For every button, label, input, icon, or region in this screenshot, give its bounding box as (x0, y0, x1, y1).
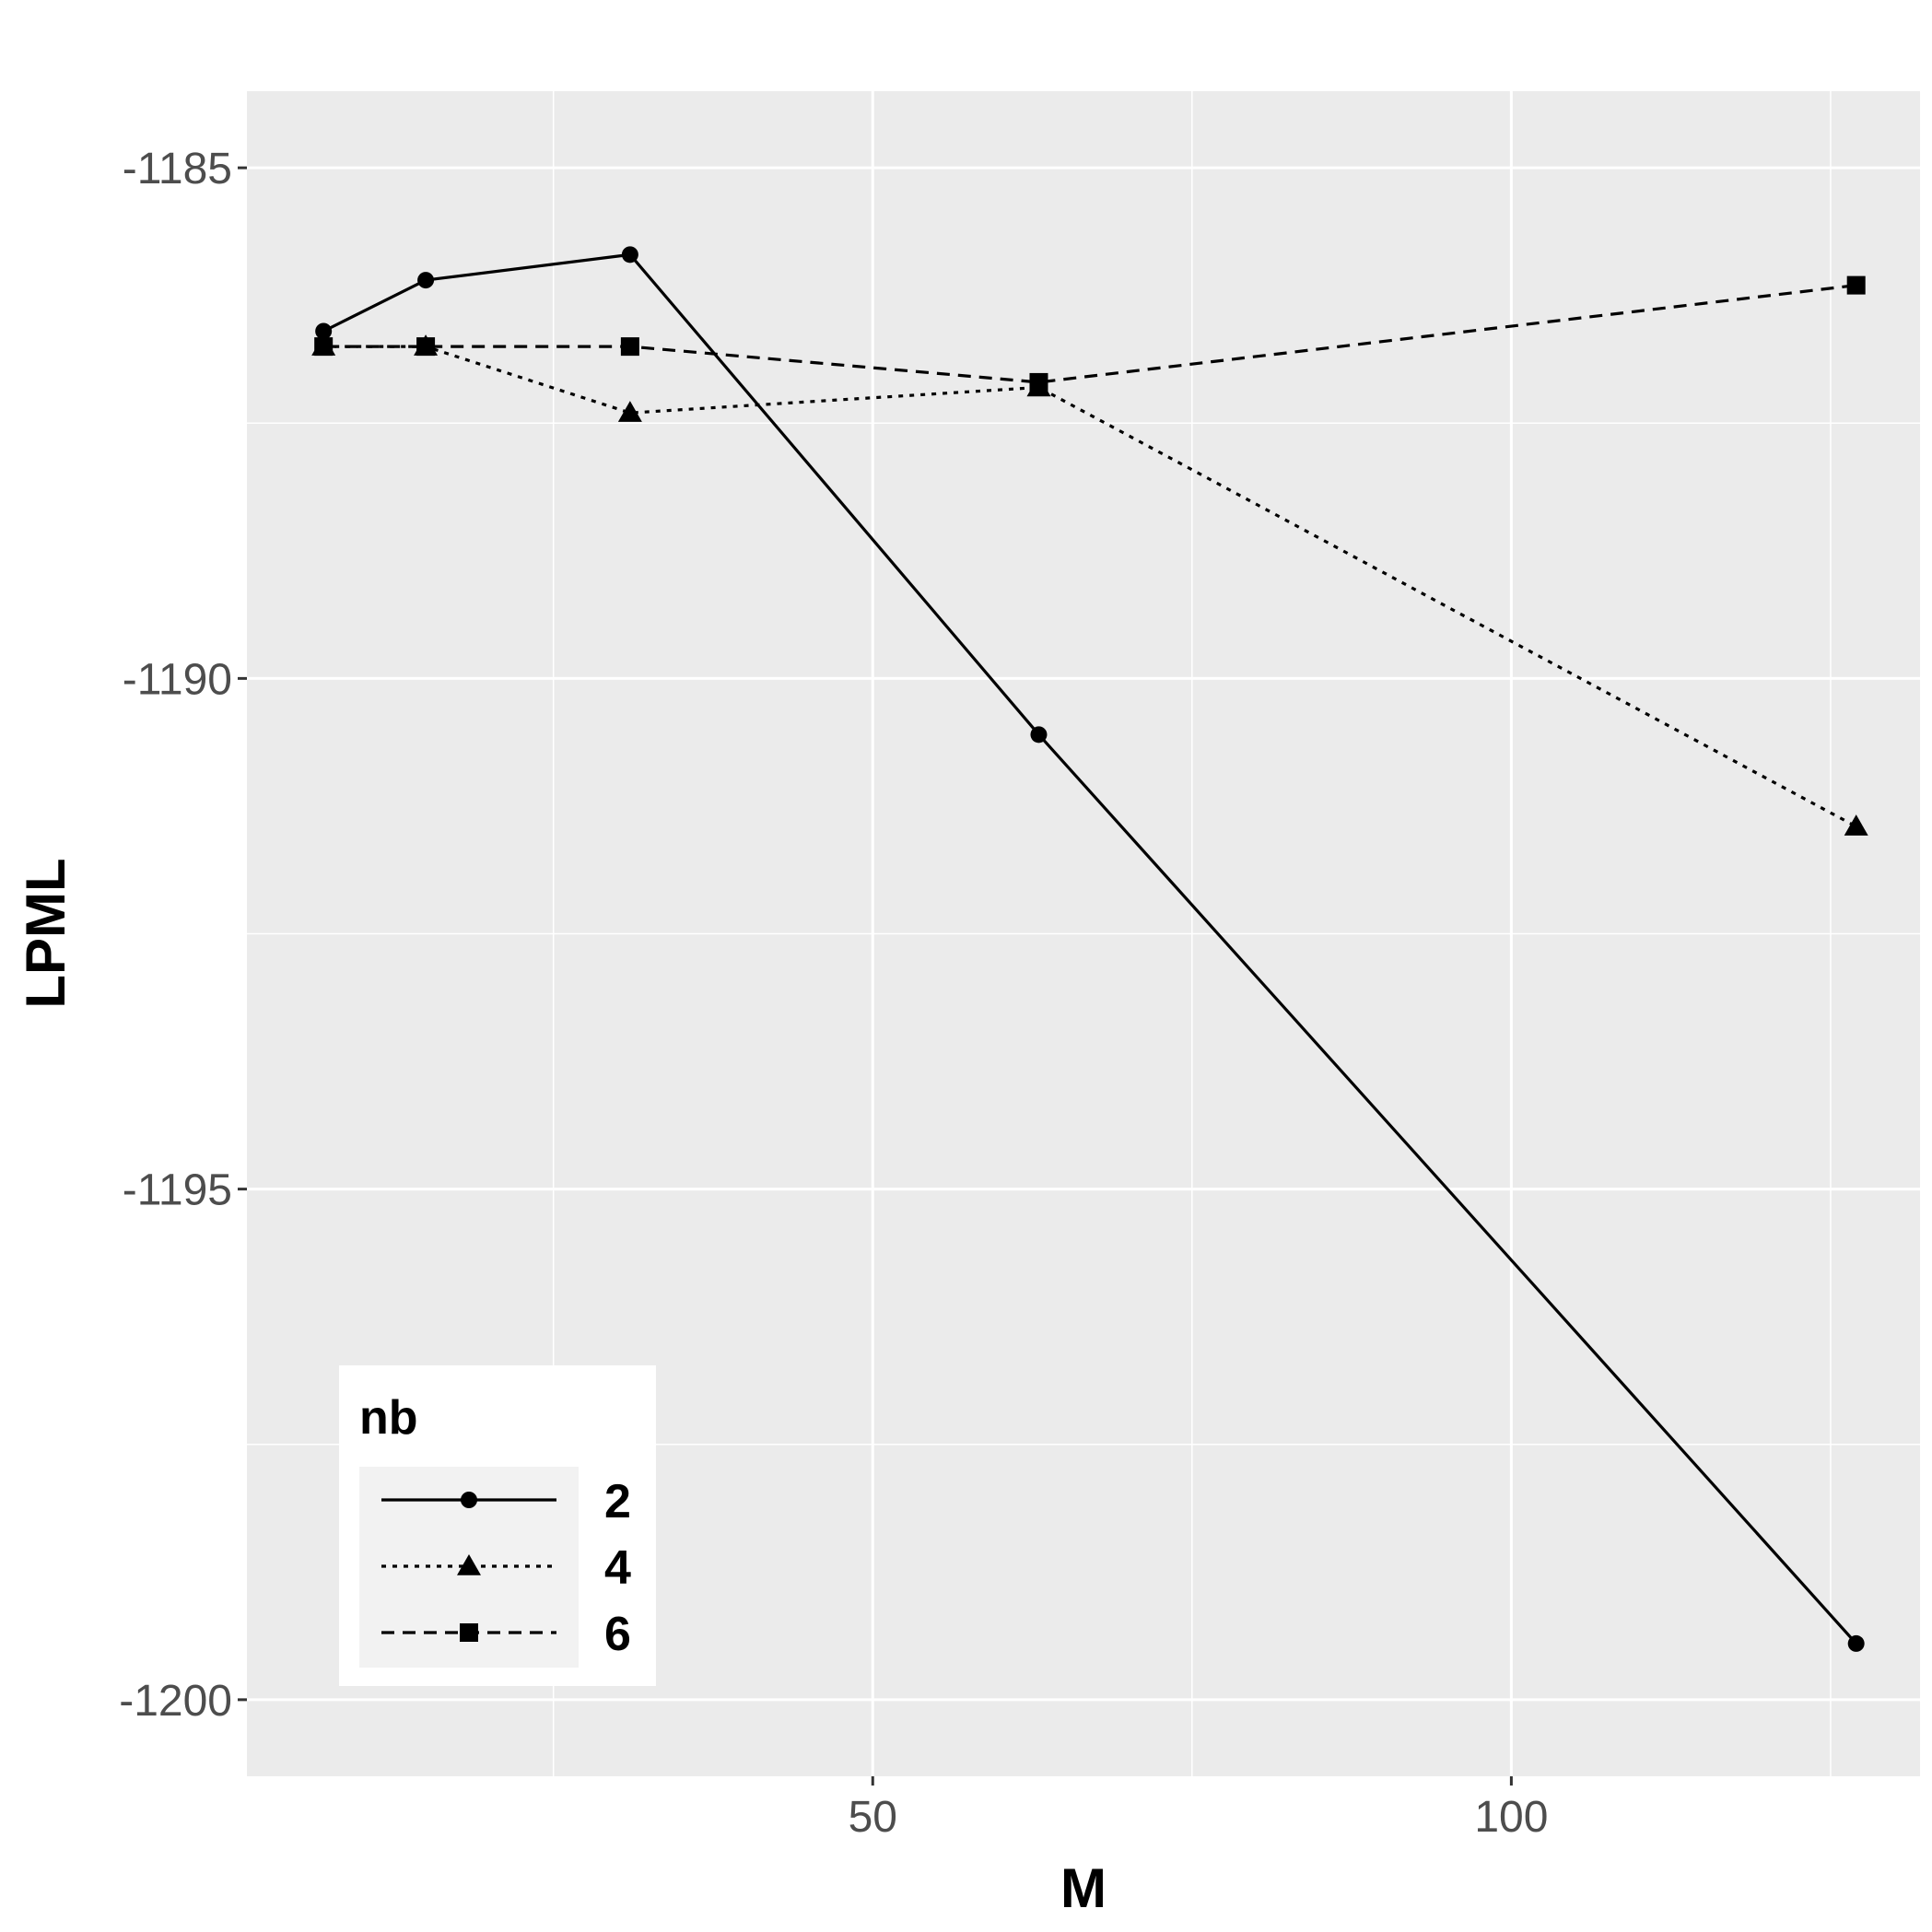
point-circle (1030, 726, 1048, 744)
point-circle (315, 322, 333, 340)
series-2 (315, 246, 1865, 1652)
point-triangle (1844, 814, 1868, 836)
legend: nb 2 4 6 (339, 1365, 656, 1686)
series-6 (314, 275, 1866, 392)
x-axis: 50 100 (849, 1776, 1548, 1842)
y-axis-title: LPML (15, 858, 76, 1008)
y-axis: -1185 -1190 -1195 -1200 (119, 145, 247, 1726)
legend-label: 4 (604, 1541, 631, 1595)
point-triangle (617, 401, 642, 422)
point-square (416, 337, 436, 357)
y-tick-label: -1195 (123, 1166, 232, 1215)
point-circle (417, 272, 435, 289)
legend-title: nb (359, 1391, 418, 1445)
x-axis-title: M (1060, 1857, 1107, 1919)
point-square (1846, 275, 1866, 295)
point-square (314, 337, 334, 357)
point-triangle (457, 1554, 481, 1575)
legend-item-6: 6 (381, 1608, 631, 1661)
point-square (620, 337, 639, 357)
legend-item-2: 2 (381, 1475, 631, 1528)
major-gridlines (247, 91, 1920, 1776)
point-square (460, 1623, 478, 1642)
point-circle (621, 246, 638, 263)
legend-items: 2 4 6 (381, 1475, 631, 1661)
point-circle (1847, 1634, 1865, 1652)
point-square (1029, 372, 1048, 392)
point-circle (461, 1492, 477, 1508)
x-tick-label: 50 (849, 1793, 897, 1842)
x-tick-label: 100 (1474, 1793, 1548, 1842)
y-tick-label: -1190 (123, 655, 232, 704)
y-tick-label: -1200 (119, 1677, 232, 1726)
legend-item-4: 4 (381, 1541, 631, 1595)
legend-label: 6 (604, 1608, 631, 1661)
y-tick-label: -1185 (123, 145, 232, 193)
series-layer (311, 246, 1868, 1652)
legend-label: 2 (604, 1475, 631, 1528)
